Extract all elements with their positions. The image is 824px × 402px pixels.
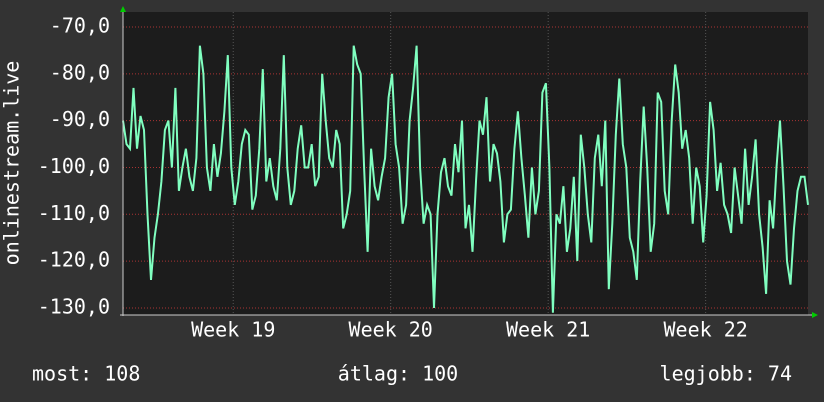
x-tick-label: Week 20	[349, 318, 433, 342]
y-tick-label: -80,0	[50, 60, 110, 84]
series-line	[122, 45, 809, 313]
y-tick-label: -130,0	[38, 294, 110, 318]
footer-current: most: 108	[32, 362, 140, 386]
x-tick-label: Week 21	[506, 318, 590, 342]
y-tick-label: -120,0	[38, 248, 110, 272]
x-arrow	[812, 312, 818, 318]
x-tick-label: Week 19	[191, 318, 275, 342]
footer-best: legjobb: 74	[660, 362, 792, 386]
y-tick-label: -110,0	[38, 201, 110, 225]
y-axis-label: onlinestream.live	[0, 61, 24, 266]
y-tick-label: -100,0	[38, 154, 110, 178]
y-tick-label: -90,0	[50, 107, 110, 131]
x-tick-label: Week 22	[663, 318, 747, 342]
plot-area	[123, 12, 808, 315]
y-arrow	[120, 6, 126, 12]
footer-average: átlag: 100	[338, 362, 458, 386]
y-tick-label: -70,0	[50, 13, 110, 37]
